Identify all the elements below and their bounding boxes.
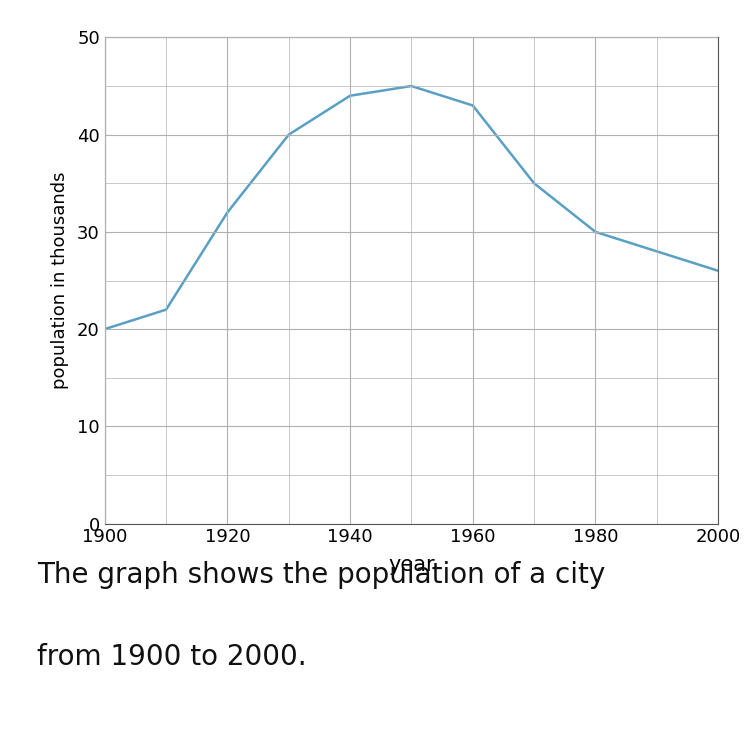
Text: from 1900 to 2000.: from 1900 to 2000.: [37, 643, 307, 671]
X-axis label: year: year: [388, 555, 435, 574]
Y-axis label: population in thousands: population in thousands: [51, 172, 69, 389]
Text: The graph shows the population of a city: The graph shows the population of a city: [37, 561, 606, 589]
